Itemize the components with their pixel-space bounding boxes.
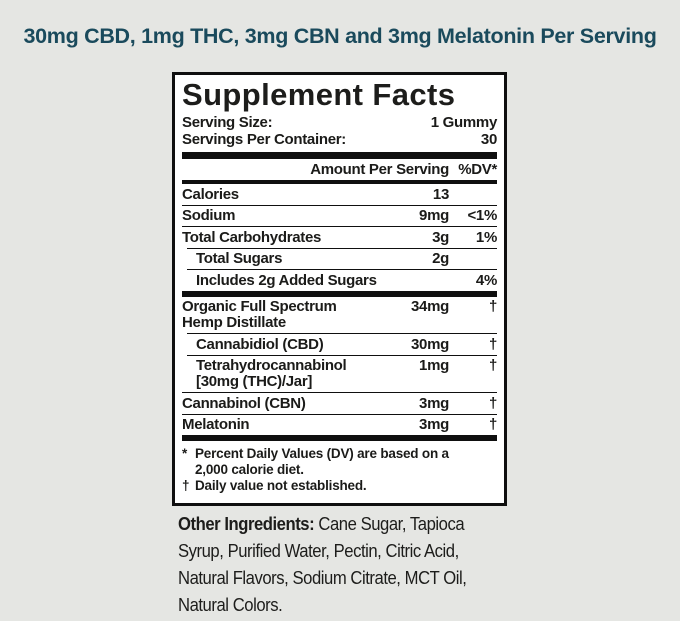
servings-per-container-row: Servings Per Container: 30 — [182, 131, 497, 148]
footnote-dv: * Percent Daily Values (DV) are based on… — [182, 446, 449, 477]
medium-rule — [182, 180, 497, 184]
footnote-dagger: † Daily value not established. — [182, 478, 367, 493]
thick-rule — [182, 435, 497, 441]
thick-rule — [182, 290, 497, 297]
nutrient-row-cbd: Cannabidiol (CBD) 30mg † — [187, 333, 497, 355]
other-ingredients-text: Cane Sugar, Tapioca Syrup, Purified Wate… — [178, 513, 467, 615]
nutrient-row-calories: Calories 13 — [182, 185, 449, 203]
servings-per-container-label: Servings Per Container: — [182, 131, 346, 148]
serving-size-row: Serving Size: 1 Gummy — [182, 114, 497, 131]
dv-header: %DV* — [458, 161, 497, 178]
nutrient-row-hemp-distillate: Organic Full Spectrum Hemp Distillate 34… — [182, 298, 497, 331]
product-headline: 30mg CBD, 1mg THC, 3mg CBN and 3mg Melat… — [23, 24, 657, 48]
footnotes: * Percent Daily Values (DV) are based on… — [182, 446, 497, 494]
serving-size-label: Serving Size: — [182, 114, 273, 131]
thick-rule — [182, 152, 497, 159]
asterisk-symbol: * — [182, 446, 188, 461]
other-ingredients-label: Other Ingredients: — [178, 513, 315, 534]
nutrient-row-added-sugars: Includes 2g Added Sugars 4% — [187, 269, 497, 291]
servings-per-container-value: 30 — [480, 131, 497, 148]
serving-size-value: 1 Gummy — [430, 114, 498, 131]
nutrient-row-thc: Tetrahydrocannabinol [30mg (THC)/Jar] 1m… — [187, 354, 497, 393]
other-ingredients: Other Ingredients: Cane Sugar, Tapioca S… — [178, 510, 502, 618]
amount-per-serving-header: Amount Per Serving — [310, 161, 449, 178]
supplement-facts-title: Supplement Facts — [182, 77, 456, 112]
nutrient-row-cbn: Cannabinol (CBN) 3mg † — [182, 392, 497, 414]
nutrient-row-sodium: Sodium 9mg <1% — [182, 204, 497, 227]
nutrient-row-total-sugars: Total Sugars 2g — [187, 247, 497, 270]
nutrient-row-melatonin: Melatonin 3mg † — [182, 413, 497, 436]
supplement-facts-panel: Supplement Facts Serving Size: 1 Gummy S… — [172, 72, 507, 506]
column-header-row: Amount Per Serving %DV* — [182, 159, 497, 180]
dagger-symbol: † — [182, 478, 190, 493]
nutrient-row-total-carbohydrates: Total Carbohydrates 3g 1% — [182, 226, 497, 248]
